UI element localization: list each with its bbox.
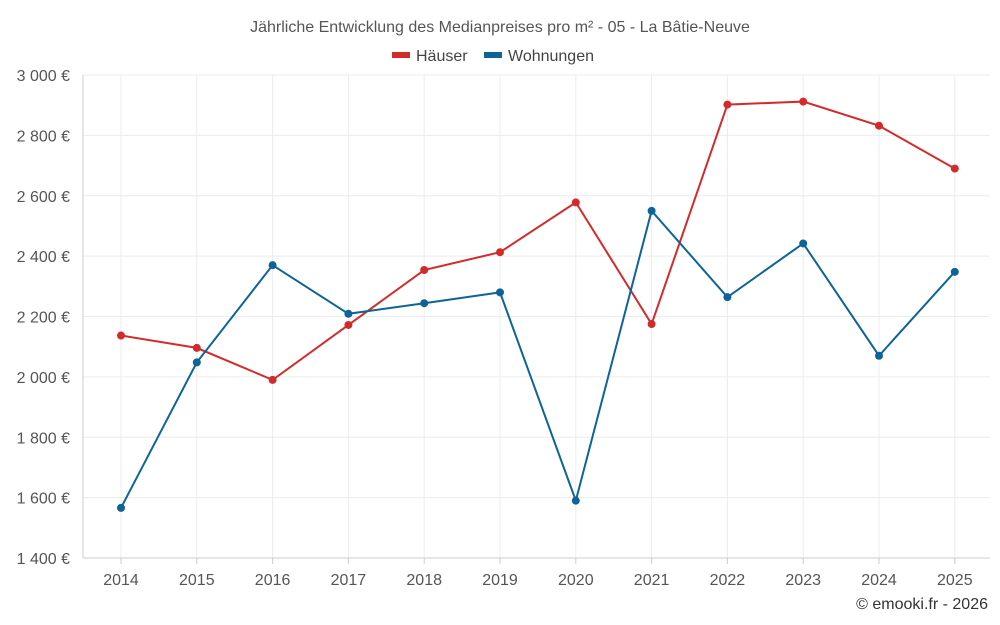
- series-line-haeuser: [120, 100, 956, 382]
- y-tick-label: 3 000 €: [17, 68, 70, 85]
- data-point-wohnungen[interactable]: [268, 261, 277, 270]
- y-tick-label: 2 400 €: [17, 249, 70, 266]
- data-point-haeuser[interactable]: [420, 266, 429, 275]
- x-tick-label: 2022: [710, 572, 746, 589]
- x-tick-label: 2016: [255, 572, 291, 589]
- data-point-haeuser[interactable]: [192, 343, 201, 352]
- legend-item-haeuser[interactable]: Häuser: [392, 48, 468, 65]
- data-point-wohnungen[interactable]: [344, 309, 353, 318]
- data-point-wohnungen[interactable]: [496, 288, 504, 297]
- data-point-haeuser[interactable]: [875, 121, 883, 130]
- y-tick-label: 1 800 €: [17, 430, 70, 447]
- data-point-haeuser[interactable]: [496, 248, 504, 257]
- chart-title: Jährliche Entwicklung des Medianpreises …: [250, 19, 750, 36]
- y-tick-label: 2 600 €: [17, 189, 70, 206]
- legend-label-haeuser: Häuser: [416, 48, 468, 65]
- y-tick-label: 1 400 €: [17, 551, 70, 568]
- x-tick-label: 2019: [482, 572, 518, 589]
- data-point-haeuser[interactable]: [799, 97, 808, 106]
- x-tick-label: 2021: [634, 572, 670, 589]
- legend-label-wohnungen: Wohnungen: [508, 48, 594, 65]
- x-tick-label: 2014: [103, 572, 139, 589]
- data-point-wohnungen[interactable]: [875, 351, 883, 360]
- data-point-haeuser[interactable]: [344, 320, 353, 329]
- y-tick-label: 2 000 €: [17, 370, 70, 387]
- x-tick-label: 2025: [937, 572, 973, 589]
- data-point-wohnungen[interactable]: [571, 496, 580, 505]
- credit-text: © emooki.fr - 2026: [856, 596, 988, 613]
- data-point-wohnungen[interactable]: [117, 503, 125, 512]
- legend-swatch-wohnungen: [484, 52, 502, 58]
- data-point-wohnungen[interactable]: [192, 358, 201, 367]
- legend-item-wohnungen[interactable]: Wohnungen: [484, 48, 594, 65]
- y-tick-label: 2 800 €: [17, 128, 70, 145]
- y-tick-label: 2 200 €: [17, 310, 70, 327]
- x-tick-label: 2023: [785, 572, 821, 589]
- data-point-haeuser[interactable]: [571, 198, 580, 207]
- x-tick-label: 2024: [861, 572, 897, 589]
- series-line-wohnungen: [120, 208, 956, 509]
- legend: Häuser Wohnungen: [392, 48, 594, 65]
- x-tick-label: 2017: [331, 572, 367, 589]
- legend-swatch-haeuser: [392, 52, 410, 58]
- x-tick-label: 2018: [406, 572, 442, 589]
- data-point-wohnungen[interactable]: [647, 206, 656, 215]
- data-point-wohnungen[interactable]: [420, 299, 429, 308]
- data-point-wohnungen[interactable]: [799, 239, 808, 248]
- data-point-haeuser[interactable]: [647, 320, 656, 329]
- x-tick-label: 2015: [179, 572, 215, 589]
- x-tick-label: 2020: [558, 572, 594, 589]
- data-point-haeuser[interactable]: [950, 164, 959, 173]
- data-point-wohnungen[interactable]: [723, 293, 732, 302]
- data-point-haeuser[interactable]: [117, 331, 125, 340]
- y-tick-label: 1 600 €: [17, 491, 70, 508]
- data-point-wohnungen[interactable]: [950, 267, 959, 276]
- grid: [83, 74, 990, 558]
- data-point-haeuser[interactable]: [268, 375, 277, 384]
- series: [117, 97, 959, 512]
- data-point-haeuser[interactable]: [723, 100, 732, 109]
- axes: 1 400 € 1 600 € 1 800 € 2 000 € 2 200 € 2 400…: [17, 68, 990, 589]
